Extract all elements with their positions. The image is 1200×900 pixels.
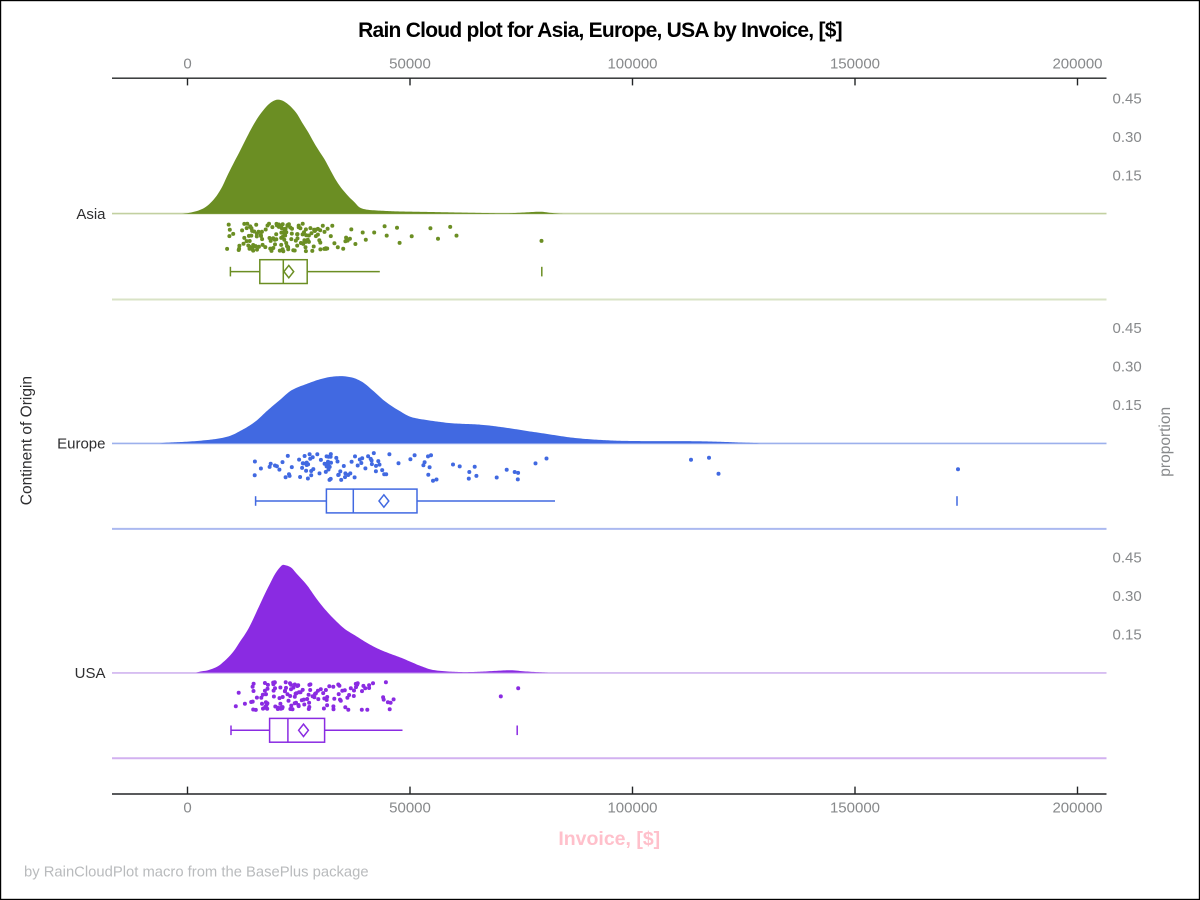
svg-text:0.30: 0.30 [1113,129,1142,146]
svg-text:200000: 200000 [1052,800,1102,817]
svg-text:Europe: Europe [57,436,105,453]
svg-text:150000: 150000 [830,800,880,817]
svg-text:200000: 200000 [1052,56,1102,73]
svg-text:100000: 100000 [607,800,657,817]
svg-text:by RainCloudPlot macro from th: by RainCloudPlot macro from the BasePlus… [24,865,369,881]
svg-text:0.15: 0.15 [1113,626,1142,643]
svg-text:0.45: 0.45 [1113,320,1142,337]
svg-text:Invoice, [$]: Invoice, [$] [558,828,660,850]
svg-text:0.30: 0.30 [1113,359,1142,376]
svg-text:150000: 150000 [830,56,880,73]
svg-text:Continent of Origin: Continent of Origin [19,376,36,505]
svg-text:0.30: 0.30 [1113,588,1142,605]
svg-text:Asia: Asia [76,206,106,223]
svg-text:proportion: proportion [1157,407,1174,477]
svg-text:50000: 50000 [389,800,431,817]
svg-text:100000: 100000 [607,56,657,73]
svg-text:0.45: 0.45 [1113,549,1142,566]
svg-text:50000: 50000 [389,56,431,73]
svg-text:Rain Cloud plot for Asia, Euro: Rain Cloud plot for Asia, Europe, USA by… [358,19,842,42]
svg-text:0.45: 0.45 [1113,91,1142,108]
svg-text:USA: USA [75,665,106,682]
svg-text:0.15: 0.15 [1113,168,1142,185]
svg-text:0.15: 0.15 [1113,397,1142,414]
svg-text:0: 0 [183,800,191,817]
svg-text:0: 0 [183,56,191,73]
